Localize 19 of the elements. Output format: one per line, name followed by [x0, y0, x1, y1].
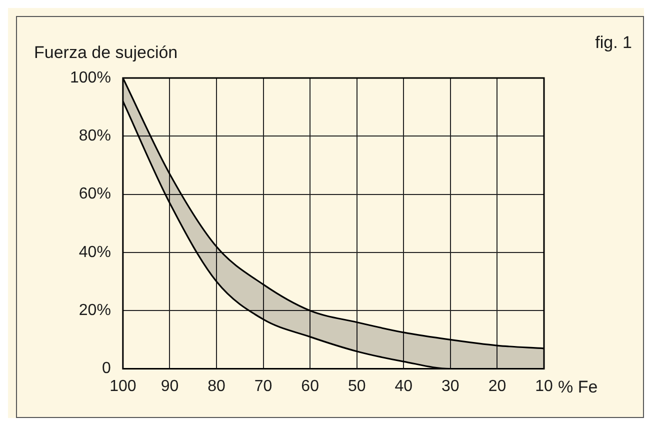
x-tick-label: 60 [301, 378, 320, 395]
x-tick-label: 30 [442, 378, 460, 395]
x-axis-title: % Fe [558, 377, 598, 396]
x-tick-label: 20 [488, 378, 506, 395]
y-tick-label: 0 [102, 360, 112, 378]
x-tick-label: 10 [535, 378, 553, 395]
x-tick-label: 70 [254, 378, 272, 395]
x-tick-label: 50 [348, 378, 366, 395]
x-tick-label: 100 [110, 378, 136, 395]
x-tick-label: 80 [208, 378, 226, 395]
caption: fig. 1 [595, 33, 632, 52]
y-tick-label: 80% [78, 128, 111, 145]
y-tick-label: 20% [78, 302, 111, 320]
y-tick-label: 60% [78, 186, 111, 203]
x-tick-label: 40 [394, 378, 413, 395]
y-tick-label: 40% [78, 244, 111, 261]
x-tick-label: 90 [160, 378, 179, 395]
y-tick-label: 100% [70, 69, 111, 86]
chart-title: Fuerza de sujeción [34, 43, 178, 62]
